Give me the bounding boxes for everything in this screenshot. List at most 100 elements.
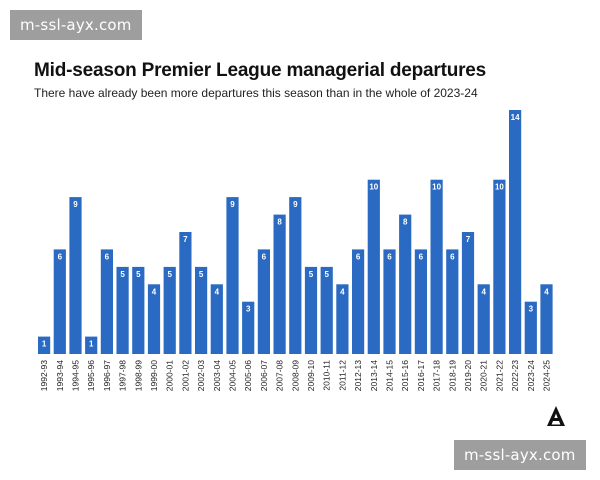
x-tick-label: 2021-22 (494, 360, 504, 391)
x-tick-label: 2011-12 (337, 360, 347, 391)
bar-value-label: 6 (58, 252, 63, 261)
bar-value-label: 10 (432, 183, 441, 192)
x-tick-label: 2013-14 (369, 360, 379, 391)
bar-2011-12 (336, 284, 349, 354)
bar-value-label: 5 (199, 270, 204, 279)
bar-2006-07 (257, 249, 270, 354)
bar-value-label: 6 (262, 252, 267, 261)
x-tick-label: 2022-23 (510, 360, 520, 391)
x-tick-label: 2015-16 (400, 360, 410, 391)
bar-value-label: 8 (403, 218, 408, 227)
x-tick-label: 2004-05 (228, 360, 238, 391)
athletic-logo-icon (547, 406, 565, 426)
bar-value-label: 6 (105, 252, 110, 261)
bar-2022-23 (509, 110, 522, 354)
bar-value-label: 8 (277, 218, 282, 227)
x-tick-label: 1997-98 (118, 360, 128, 391)
x-tick-label: 2018-19 (447, 360, 457, 391)
x-tick-label: 1998-99 (133, 360, 143, 391)
bar-value-label: 1 (89, 340, 94, 349)
bar-2004-05 (226, 197, 239, 354)
bar-2007-08 (273, 214, 286, 354)
x-tick-label: 1992-93 (39, 360, 49, 391)
x-tick-label: 2016-17 (416, 360, 426, 391)
bar-value-label: 5 (324, 270, 329, 279)
watermark-bottom: m-ssl-ayx.com (454, 440, 586, 470)
bar-2001-02 (179, 232, 192, 354)
x-tick-label: 2008-09 (290, 360, 300, 391)
bar-1996-97 (100, 249, 113, 354)
x-tick-label: 2006-07 (259, 360, 269, 391)
bar-2015-16 (399, 214, 412, 354)
x-tick-label: 2007-08 (275, 360, 285, 391)
bar-value-label: 9 (293, 200, 298, 209)
x-tick-label: 2014-15 (385, 360, 395, 391)
bar-2019-20 (461, 232, 475, 354)
chart-title: Mid-season Premier League managerial dep… (34, 60, 487, 81)
bar-value-label: 5 (309, 270, 314, 279)
bar-2014-15 (383, 249, 396, 354)
x-tick-label: 1994-95 (71, 360, 81, 391)
x-tick-label: 2003-04 (212, 360, 222, 391)
bar-1998-99 (132, 266, 145, 354)
bar-2024-25 (540, 284, 553, 354)
x-tick-label: 2009-10 (306, 360, 316, 391)
bar-value-label: 4 (340, 287, 345, 296)
bar-value-label: 4 (152, 287, 157, 296)
bar-2016-17 (414, 249, 427, 354)
bar-value-label: 7 (183, 235, 188, 244)
x-tick-label: 2005-06 (243, 360, 253, 391)
bar-1995-96 (85, 336, 98, 354)
bar-value-label: 4 (215, 287, 220, 296)
bar-value-label: 9 (73, 200, 78, 209)
bar-2005-06 (242, 301, 255, 354)
x-tick-label: 2002-03 (196, 360, 206, 391)
bar-value-label: 6 (356, 252, 361, 261)
watermark-top: m-ssl-ayx.com (10, 10, 142, 40)
bar-2000-01 (163, 266, 176, 354)
bar-2017-18 (430, 179, 443, 354)
x-tick-label: 2000-01 (165, 360, 175, 391)
bar-1997-98 (116, 266, 129, 354)
bar-2012-13 (352, 249, 365, 354)
bar-value-label: 10 (369, 183, 378, 192)
bar-value-label: 14 (511, 113, 520, 122)
bar-2002-03 (195, 266, 208, 354)
x-tick-label: 2010-11 (322, 360, 332, 391)
x-tick-label: 1996-97 (102, 360, 112, 391)
bar-2009-10 (304, 266, 318, 354)
x-tick-label: 2024-25 (542, 360, 552, 391)
bar-value-label: 1 (42, 340, 47, 349)
x-tick-label: 2019-20 (463, 360, 473, 391)
bar-value-label: 4 (481, 287, 486, 296)
bar-value-label: 4 (544, 287, 549, 296)
x-tick-label: 2012-13 (353, 360, 363, 391)
bar-1999-00 (147, 284, 161, 354)
bar-2018-19 (446, 249, 459, 354)
bar-value-label: 10 (495, 183, 504, 192)
bar-2021-22 (493, 179, 506, 354)
bar-value-label: 6 (387, 252, 392, 261)
bar-2008-09 (289, 197, 302, 354)
bar-value-label: 5 (136, 270, 141, 279)
bar-1993-94 (53, 249, 66, 354)
bar-2020-21 (477, 284, 490, 354)
bar-2013-14 (367, 179, 380, 354)
x-tick-label: 2020-21 (479, 360, 489, 391)
bar-2023-24 (524, 301, 537, 354)
x-tick-label: 1993-94 (55, 360, 65, 391)
bar-2003-04 (210, 284, 223, 354)
bar-value-label: 6 (450, 252, 455, 261)
x-tick-label: 2023-24 (526, 360, 536, 391)
x-tick-label: 2001-02 (180, 360, 190, 391)
bar-1992-93 (38, 336, 51, 354)
x-tick-label: 2017-18 (432, 360, 442, 391)
chart-subtitle: There have already been more departures … (34, 86, 478, 100)
bar-value-label: 6 (419, 252, 424, 261)
bar-1994-95 (69, 197, 82, 354)
bar-value-label: 9 (230, 200, 235, 209)
bar-value-label: 3 (246, 305, 251, 314)
bar-value-label: 5 (167, 270, 172, 279)
x-tick-label: 1995-96 (86, 360, 96, 391)
